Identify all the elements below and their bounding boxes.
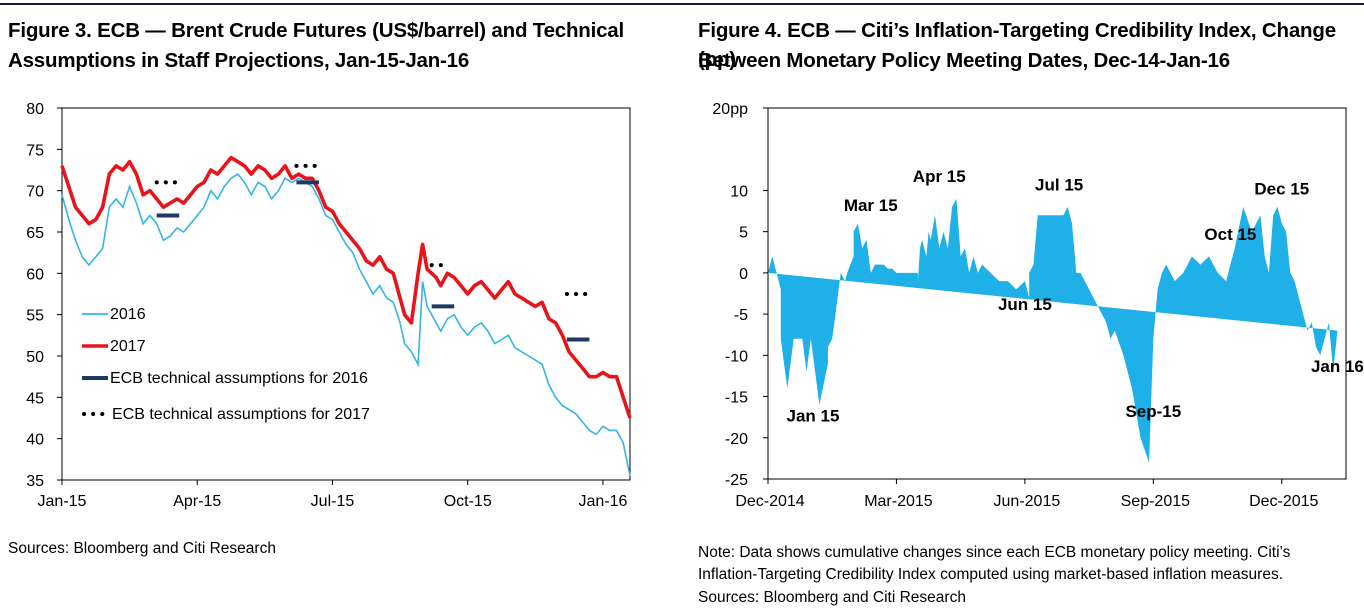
figure4-note-line2: Inflation-Targeting Credibility Index co… <box>698 566 1283 583</box>
x-tick-label: Jan-16 <box>578 493 627 510</box>
y-tick-label: 45 <box>26 390 44 407</box>
figure3-chart: 35 40 45 50 55 60 65 70 75 80 Jan-15 Apr-15 Jul-15 Oc… <box>26 101 632 510</box>
x-tick-label: Mar-2015 <box>864 493 933 510</box>
figure4-title-line1: Figure 4. ECB — Citi’s Inflation-Targeti… <box>698 19 1336 71</box>
legend-ecb2017-label: ECB technical assumptions for 2017 <box>112 406 370 423</box>
x-tick-label: Apr-15 <box>173 493 221 510</box>
y-tick-label: 5 <box>739 225 748 242</box>
x-tick-label: Jan-15 <box>38 493 87 510</box>
top-rule <box>0 3 1364 5</box>
annotation-label: Jan 15 <box>786 406 839 425</box>
figure4-title-line2: Between Monetary Policy Meeting Dates, D… <box>698 49 1230 72</box>
annotation-label: Jan 16 <box>1311 357 1364 376</box>
legend-ecb2016-label: ECB technical assumptions for 2016 <box>110 370 368 387</box>
y-tick-label: 10 <box>730 183 748 200</box>
y-tick-label: 0 <box>739 266 748 283</box>
figure4-source: Sources: Bloomberg and Citi Research <box>698 589 966 606</box>
annotation-label: Apr 15 <box>913 167 966 186</box>
y-tick-label: 70 <box>26 184 44 201</box>
legend-2017-label: 2017 <box>110 338 146 355</box>
legend-2016-label: 2016 <box>110 306 146 323</box>
y-tick-label: -20 <box>725 431 748 448</box>
y-tick-label: 20pp <box>712 101 748 118</box>
y-tick-label: 75 <box>26 142 44 159</box>
credibility-area <box>768 198 1338 463</box>
figure3-source: Sources: Bloomberg and Citi Research <box>8 540 276 557</box>
y-tick-label: 80 <box>26 101 44 118</box>
y-tick-label: 35 <box>26 473 44 490</box>
plot-frame <box>767 107 1347 480</box>
plot-frame <box>61 107 631 481</box>
y-tick-label: 65 <box>26 225 44 242</box>
annotation-label: Jul 15 <box>1035 175 1083 194</box>
y-tick-label: -10 <box>725 348 748 365</box>
annotation-label: Jun 15 <box>998 295 1052 314</box>
y-tick-label: 60 <box>26 266 44 283</box>
annotation-label: Mar 15 <box>844 196 898 215</box>
y-tick-label: -5 <box>734 307 748 324</box>
series-2017-line <box>60 155 632 419</box>
series-2016-line <box>61 173 631 477</box>
x-tick-label: Dec-2015 <box>1249 493 1318 510</box>
y-tick-label: 40 <box>26 432 44 449</box>
figure3-title-line1: Figure 3. ECB — Brent Crude Futures (US$… <box>8 19 625 42</box>
annotation-label: Oct 15 <box>1204 225 1256 244</box>
y-tick-label: -25 <box>725 472 748 489</box>
y-tick-label: -15 <box>725 390 748 407</box>
x-tick-label: Jul-15 <box>311 493 355 510</box>
x-tick-label: Sep-2015 <box>1121 493 1190 510</box>
figure4-chart: -25 -20 -15 -10 -5 0 5 10 20pp Dec-2014 Mar-2015 Ju… <box>712 101 1364 510</box>
y-tick-label: 50 <box>26 349 44 366</box>
figure4-note-line1: Note: Data shows cumulative changes sinc… <box>698 544 1291 561</box>
x-tick-label: Dec-2014 <box>735 493 804 510</box>
x-tick-label: Jun-2015 <box>994 493 1061 510</box>
y-tick-label: 55 <box>26 308 44 325</box>
figure3-title-line2: Assumptions in Staff Projections, Jan-15… <box>8 49 470 72</box>
x-tick-label: Oct-15 <box>444 493 492 510</box>
annotation-label: Dec 15 <box>1254 180 1309 199</box>
annotation-label: Sep-15 <box>1125 402 1181 421</box>
